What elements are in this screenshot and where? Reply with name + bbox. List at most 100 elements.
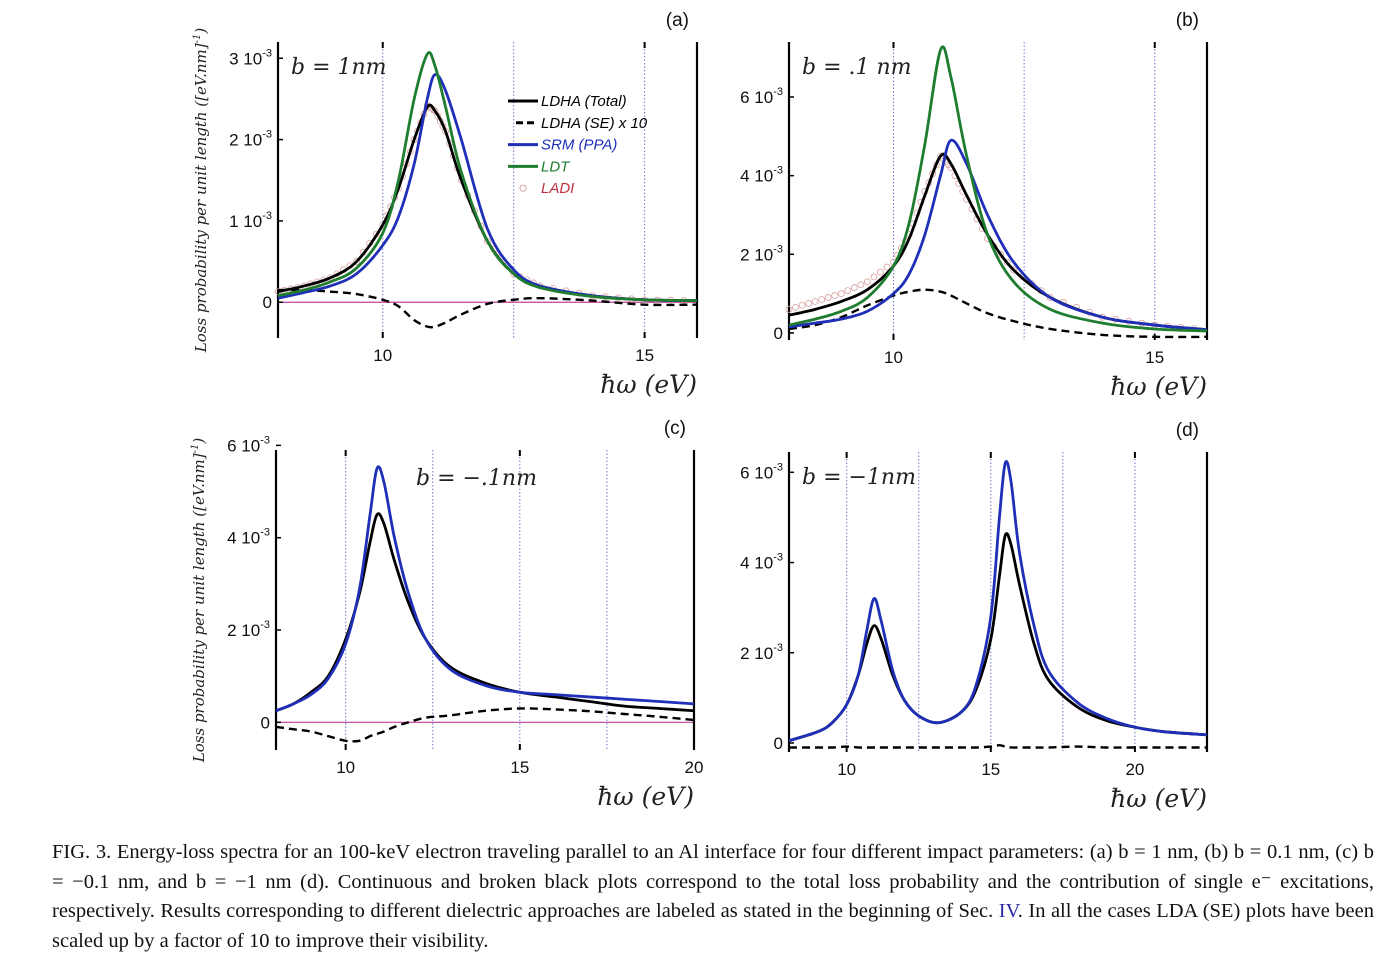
caption-fig-number: FIG. 3.	[52, 841, 112, 863]
impact-parameter-label: b = −.1nm	[416, 466, 537, 491]
y-tick-mantissa: 3 10	[229, 49, 262, 68]
x-tick-label: 15	[635, 346, 654, 365]
x-tick-label: 10	[837, 760, 856, 779]
series-ldha-total	[277, 103, 698, 302]
y-tick-label: 3 10-3	[229, 47, 272, 68]
y-tick-mantissa: 6 10	[740, 88, 773, 107]
series-srm-ppa	[788, 460, 1208, 743]
data-point	[353, 258, 360, 265]
y-tick-exponent: -3	[260, 434, 270, 446]
data-point	[844, 287, 852, 295]
y-tick-mantissa: 2 10	[740, 644, 773, 663]
y-tick-label: 0	[263, 293, 272, 312]
series-ldha-total	[788, 532, 1208, 743]
y-tick-exponent: -3	[773, 243, 783, 255]
y-tick-exponent: -3	[262, 129, 272, 141]
y-tick-mantissa: 2 10	[227, 621, 260, 640]
y-tick-label: 2 10-3	[740, 243, 783, 264]
y-tick-exponent: -3	[773, 86, 783, 98]
series-ldha-total	[275, 512, 695, 713]
x-tick-label: 15	[1145, 348, 1164, 367]
panel-label: (b)	[1176, 10, 1199, 31]
data-point	[831, 292, 839, 299]
y-tick-exponent: -3	[773, 642, 783, 654]
data-point	[850, 284, 858, 292]
y-tick-exponent: -3	[773, 552, 783, 564]
y-tick-label: 2 10-3	[227, 619, 270, 640]
data-point	[805, 300, 812, 307]
y-tick-label: 2 10-3	[740, 642, 783, 663]
y-axis-label-text: Loss probability per unit length ([eV.nm…	[190, 453, 208, 763]
y-tick-mantissa: 1 10	[229, 212, 262, 231]
data-point	[870, 273, 878, 281]
series-srm-ppa	[275, 465, 695, 713]
y-tick-mantissa: 0	[263, 293, 272, 312]
data-point	[837, 290, 845, 298]
data-point	[857, 281, 865, 289]
x-tick-label: 10	[373, 346, 392, 365]
y-tick-mantissa: 4 10	[740, 554, 773, 573]
y-tick-mantissa: 4 10	[740, 167, 773, 186]
data-point	[997, 250, 1005, 258]
y-tick-mantissa: 0	[774, 734, 783, 753]
legend: LDHA (Total) LDHA (SE) x 10 SRM (PPA) LDT LA…	[508, 93, 648, 197]
series-ldha-total	[788, 152, 1208, 332]
y-tick-label: 4 10-3	[740, 165, 783, 186]
legend-entry: LDHA (Total)	[541, 93, 627, 110]
series-srm-ppa	[788, 138, 1208, 332]
y-tick-label: 0	[774, 324, 783, 343]
series-ldt	[788, 45, 1208, 333]
figure-caption: FIG. 3. Energy-loss spectra for an 100-k…	[20, 838, 1374, 956]
data-point	[863, 278, 871, 286]
y-tick-label: 0	[261, 713, 270, 732]
y-axis-label-close: )	[192, 28, 210, 35]
y-tick-exponent: -3	[262, 47, 272, 59]
y-tick-mantissa: 2 10	[229, 131, 262, 150]
y-tick-mantissa: 6 10	[227, 436, 260, 455]
y-axis-label-exponent: -1	[192, 34, 203, 44]
legend-entry: LADI	[541, 180, 574, 197]
y-tick-mantissa: 2 10	[740, 245, 773, 264]
legend-entry: LDT	[541, 158, 571, 175]
y-tick-mantissa: 0	[261, 713, 270, 732]
y-tick-mantissa: 4 10	[227, 529, 260, 548]
y-tick-exponent: -3	[260, 619, 270, 631]
panel-label: (c)	[664, 418, 686, 439]
data-point	[883, 263, 891, 271]
y-tick-label: 6 10-3	[740, 461, 783, 482]
panel-label: (d)	[1176, 420, 1199, 441]
caption-section-link[interactable]: IV	[998, 900, 1018, 922]
impact-parameter-label: b = 1nm	[291, 55, 387, 80]
y-axis-label: Loss probability per unit length ([eV.nm…	[192, 28, 210, 354]
series-ladi	[274, 102, 688, 304]
caption-text-end: . In all the cases LDA (SE) plots have b…	[52, 900, 1374, 952]
data-point	[1010, 266, 1018, 274]
data-point	[877, 268, 884, 276]
series-ldt	[277, 51, 698, 302]
legend-entry: SRM (PPA)	[541, 137, 617, 154]
y-axis-label-text: Loss probability per unit length ([eV.nm…	[192, 43, 210, 353]
panel-label: (a)	[666, 10, 689, 31]
y-tick-label: 2 10-3	[229, 129, 272, 150]
y-axis-label: Loss probability per unit length ([eV.nm…	[190, 438, 208, 764]
data-point	[792, 303, 799, 311]
series-ldha-se-x-10	[788, 288, 1208, 339]
x-axis-label: ħω (eV)	[600, 370, 697, 399]
series-ldha-se-x-10	[788, 744, 1207, 749]
data-point	[824, 294, 832, 301]
x-axis-label: ħω (eV)	[597, 782, 694, 811]
impact-parameter-label: b = .1 nm	[802, 55, 912, 80]
series-ldha-se-x-10	[277, 288, 698, 329]
data-point	[818, 296, 826, 303]
y-axis-label-close: )	[190, 438, 208, 445]
impact-parameter-label: b = −1nm	[802, 465, 916, 490]
legend-entry: LDHA (SE) x 10	[541, 115, 648, 132]
y-axis-label-exponent: -1	[190, 444, 201, 454]
caption-text: Energy-loss spectra for an 100-keV elect…	[52, 841, 1374, 922]
y-tick-mantissa: 6 10	[740, 463, 773, 482]
